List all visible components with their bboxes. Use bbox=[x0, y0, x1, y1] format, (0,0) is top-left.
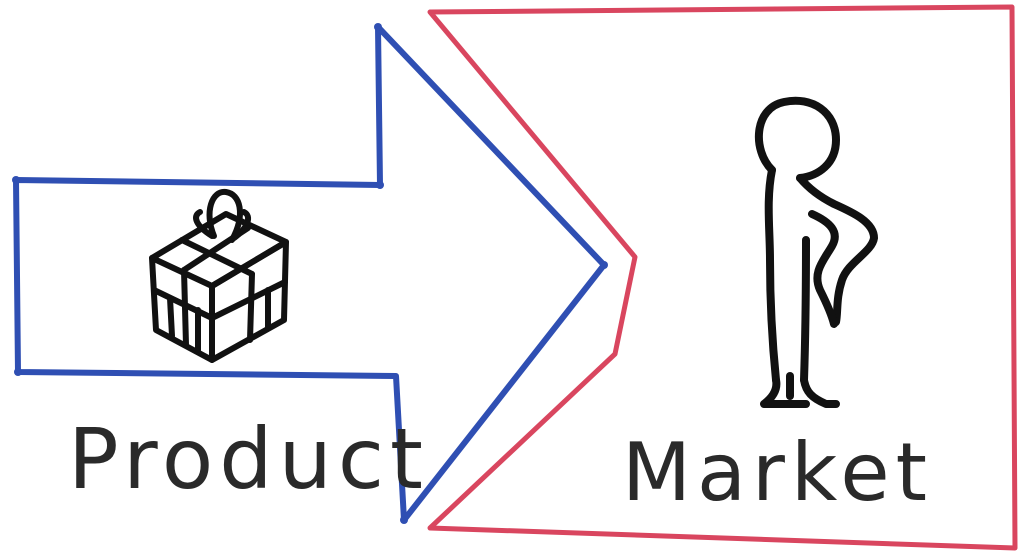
arrow-vertex-dot bbox=[374, 23, 382, 31]
market-label: Market bbox=[622, 426, 933, 519]
product-arrow bbox=[13, 24, 607, 523]
market-frame bbox=[427, 4, 1018, 551]
arrow-vertex-dot bbox=[400, 516, 408, 524]
arrow-vertex-dot bbox=[12, 176, 20, 184]
product-label: Product bbox=[68, 410, 429, 508]
arrow-vertex-dot bbox=[600, 261, 608, 269]
arrow-vertex-dot bbox=[14, 368, 22, 376]
arrow-vertex-dot bbox=[376, 181, 384, 189]
gift-box-icon bbox=[149, 189, 289, 363]
person-icon bbox=[754, 96, 878, 408]
